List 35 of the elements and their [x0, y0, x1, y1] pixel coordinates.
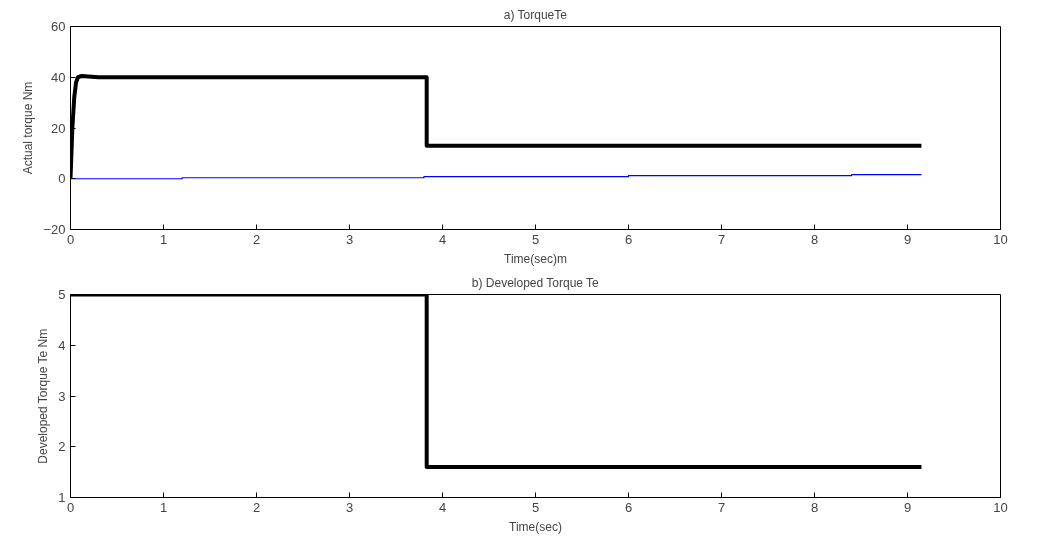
y-tick-label: 2 — [58, 439, 66, 455]
x-tick-label: 5 — [531, 231, 540, 247]
x-tick-label: 10 — [993, 231, 1008, 247]
x-tick-label: 2 — [252, 499, 261, 515]
y-tick-label: 40 — [51, 69, 66, 85]
x-tick-label: 8 — [810, 231, 819, 247]
x-tick-label: 7 — [717, 499, 726, 515]
x-tick-label: 3 — [345, 231, 354, 247]
x-axis-title: Time(sec)m — [504, 251, 567, 266]
x-tick-label: 7 — [717, 231, 726, 247]
x-tick-label: 1 — [159, 499, 168, 515]
chart-title: b) Developed Torque Te — [471, 275, 600, 290]
y-tick-label: 3 — [58, 388, 66, 404]
y-tick-label: 60 — [51, 19, 66, 34]
x-tick-label: 1 — [159, 231, 168, 247]
x-tick-label: 10 — [993, 499, 1008, 515]
chart-title: a) TorqueTe — [503, 7, 568, 22]
x-axis-title: Time(sec) — [509, 519, 562, 534]
x-tick-label: 2 — [252, 231, 261, 247]
y-tick-label: 20 — [51, 120, 66, 136]
x-tick-label: 8 — [810, 499, 819, 515]
y-tick-label: 5 — [58, 287, 66, 302]
x-tick-label: 3 — [345, 499, 354, 515]
y-tick-label: 4 — [58, 337, 66, 353]
x-tick-label: 9 — [903, 231, 912, 247]
x-tick-label: 4 — [438, 499, 447, 515]
x-tick-label: 5 — [531, 499, 540, 515]
x-tick-label: 6 — [624, 231, 633, 247]
x-tick-label: 4 — [438, 231, 447, 247]
y-tick-label: 0 — [58, 171, 66, 187]
x-tick-label: 9 — [903, 499, 912, 515]
y-axis-title: Actual torque Nm — [21, 81, 36, 175]
y-tick-label: −20 — [43, 222, 66, 237]
y-axis-title: Developed Torque Te Nm — [36, 328, 51, 464]
x-tick-label: 6 — [624, 499, 633, 515]
